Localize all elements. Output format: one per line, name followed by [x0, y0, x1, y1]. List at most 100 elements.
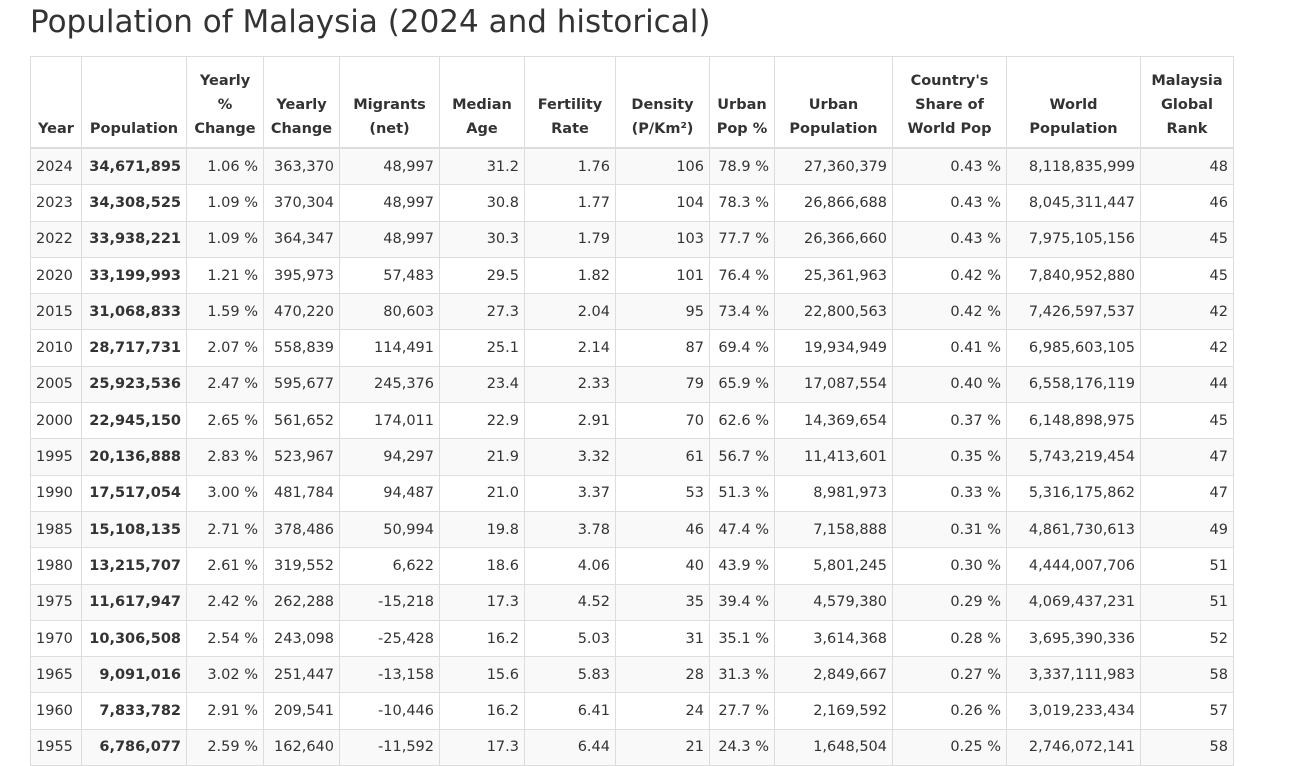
cell-world-share: 0.37 %: [892, 402, 1007, 440]
column-header-yearly-pct-change: Yearly% Change: [186, 56, 264, 149]
cell-year: 2022: [30, 220, 82, 258]
column-header-line: Rank: [1166, 121, 1208, 137]
cell-median-age: 19.8: [439, 510, 525, 549]
column-header-line: Population: [89, 121, 179, 137]
column-header-line: Median: [452, 97, 512, 113]
table-row: 2000 22,945,150 2.65 % 561,652 174,011 22.9 2.…: [30, 402, 1234, 440]
cell-urban-population: 3,614,368: [774, 619, 893, 658]
table-row: 2010 28,717,731 2.07 % 558,839 114,491 25.1 2.…: [30, 329, 1234, 367]
cell-median-age: 23.4: [439, 365, 525, 404]
cell-fertility-rate: 6.44: [524, 728, 616, 766]
cell-fertility-rate: 1.76: [524, 147, 616, 186]
cell-population: 9,091,016: [81, 656, 187, 694]
cell-population: 10,306,508: [81, 619, 187, 658]
cell-world-population: 7,840,952,880: [1006, 256, 1141, 295]
column-header-line: Population: [789, 121, 878, 137]
column-header-line: %: [217, 97, 233, 113]
column-header-line: Urban: [808, 97, 859, 113]
cell-fertility-rate: 1.82: [524, 256, 616, 295]
cell-migrants: 94,487: [339, 474, 440, 512]
cell-fertility-rate: 4.52: [524, 583, 616, 621]
cell-global-rank: 45: [1140, 256, 1234, 295]
cell-yearly-pct-change: 2.47 %: [186, 365, 264, 404]
cell-global-rank: 58: [1140, 728, 1234, 766]
cell-median-age: 22.9: [439, 402, 525, 440]
cell-urban-population: 17,087,554: [774, 365, 893, 404]
cell-year: 1955: [30, 728, 82, 766]
cell-urban-pop-pct: 51.3 %: [709, 474, 775, 512]
cell-world-population: 4,444,007,706: [1006, 547, 1141, 585]
column-header-line: (P/Km²): [631, 121, 694, 137]
cell-population: 20,136,888: [81, 438, 187, 476]
population-table: Year Population Yearly% Change Yearly Change M…: [30, 56, 1234, 766]
cell-median-age: 21.9: [439, 438, 525, 476]
column-header-urban-pop-pct: Urban Pop %: [709, 56, 775, 149]
cell-fertility-rate: 2.91: [524, 402, 616, 440]
cell-fertility-rate: 3.37: [524, 474, 616, 512]
cell-urban-pop-pct: 65.9 %: [709, 365, 775, 404]
cell-yearly-change: 558,839: [263, 329, 340, 367]
cell-migrants: -13,158: [339, 656, 440, 694]
column-header-line: World: [1049, 97, 1098, 113]
cell-density: 31: [615, 619, 710, 658]
cell-yearly-pct-change: 1.21 %: [186, 256, 264, 295]
table-row: 2022 33,938,221 1.09 % 364,347 48,997 30.3 1.7…: [30, 220, 1234, 258]
cell-median-age: 25.1: [439, 329, 525, 367]
cell-population: 25,923,536: [81, 365, 187, 404]
cell-fertility-rate: 1.79: [524, 220, 616, 258]
cell-urban-population: 2,849,667: [774, 656, 893, 694]
table-row: 1985 15,108,135 2.71 % 378,486 50,994 19.8 3.7…: [30, 510, 1234, 549]
cell-global-rank: 44: [1140, 365, 1234, 404]
table-row: 2023 34,308,525 1.09 % 370,304 48,997 30.8 1.7…: [30, 184, 1234, 222]
cell-urban-population: 1,648,504: [774, 728, 893, 766]
cell-world-population: 2,746,072,141: [1006, 728, 1141, 766]
cell-urban-pop-pct: 78.3 %: [709, 184, 775, 222]
cell-world-share: 0.43 %: [892, 184, 1007, 222]
cell-global-rank: 45: [1140, 402, 1234, 440]
table-row: 1970 10,306,508 2.54 % 243,098 -25,428 16.2 5.…: [30, 619, 1234, 658]
cell-fertility-rate: 5.83: [524, 656, 616, 694]
cell-urban-population: 19,934,949: [774, 329, 893, 367]
cell-urban-population: 7,158,888: [774, 510, 893, 549]
cell-migrants: 50,994: [339, 510, 440, 549]
cell-density: 24: [615, 692, 710, 730]
column-header-line: Migrants: [353, 97, 426, 113]
cell-density: 106: [615, 147, 710, 186]
cell-world-population: 4,861,730,613: [1006, 510, 1141, 549]
column-header-population: Population: [81, 56, 187, 149]
cell-migrants: 48,997: [339, 184, 440, 222]
cell-population: 33,199,993: [81, 256, 187, 295]
column-header-line: Urban: [717, 97, 767, 113]
cell-year: 2023: [30, 184, 82, 222]
column-header-line: Global: [1161, 97, 1213, 113]
cell-density: 103: [615, 220, 710, 258]
cell-world-population: 3,337,111,983: [1006, 656, 1141, 694]
cell-migrants: -15,218: [339, 583, 440, 621]
cell-fertility-rate: 6.41: [524, 692, 616, 730]
cell-global-rank: 42: [1140, 293, 1234, 331]
cell-fertility-rate: 4.06: [524, 547, 616, 585]
cell-yearly-pct-change: 3.00 %: [186, 474, 264, 512]
cell-urban-population: 11,413,601: [774, 438, 893, 476]
cell-population: 31,068,833: [81, 293, 187, 331]
table-body: 2024 34,671,895 1.06 % 363,370 48,997 31.2 1.7…: [30, 147, 1234, 766]
cell-global-rank: 52: [1140, 619, 1234, 658]
cell-year: 2010: [30, 329, 82, 367]
cell-yearly-pct-change: 1.09 %: [186, 220, 264, 258]
cell-median-age: 27.3: [439, 293, 525, 331]
column-header-fertility-rate: Fertility Rate: [524, 56, 616, 149]
cell-year: 1965: [30, 656, 82, 694]
cell-fertility-rate: 5.03: [524, 619, 616, 658]
cell-year: 1985: [30, 510, 82, 549]
column-header-line: Change: [270, 121, 333, 137]
column-header-urban-population: Urban Population: [774, 56, 893, 149]
table-row: 1955 6,786,077 2.59 % 162,640 -11,592 17.3 6.4…: [30, 728, 1234, 766]
cell-world-share: 0.31 %: [892, 510, 1007, 549]
cell-migrants: 94,297: [339, 438, 440, 476]
cell-yearly-change: 319,552: [263, 547, 340, 585]
cell-density: 79: [615, 365, 710, 404]
cell-year: 1970: [30, 619, 82, 658]
column-header-line: Density: [631, 97, 694, 113]
cell-yearly-pct-change: 2.54 %: [186, 619, 264, 658]
column-header-line: Population: [1029, 121, 1118, 137]
